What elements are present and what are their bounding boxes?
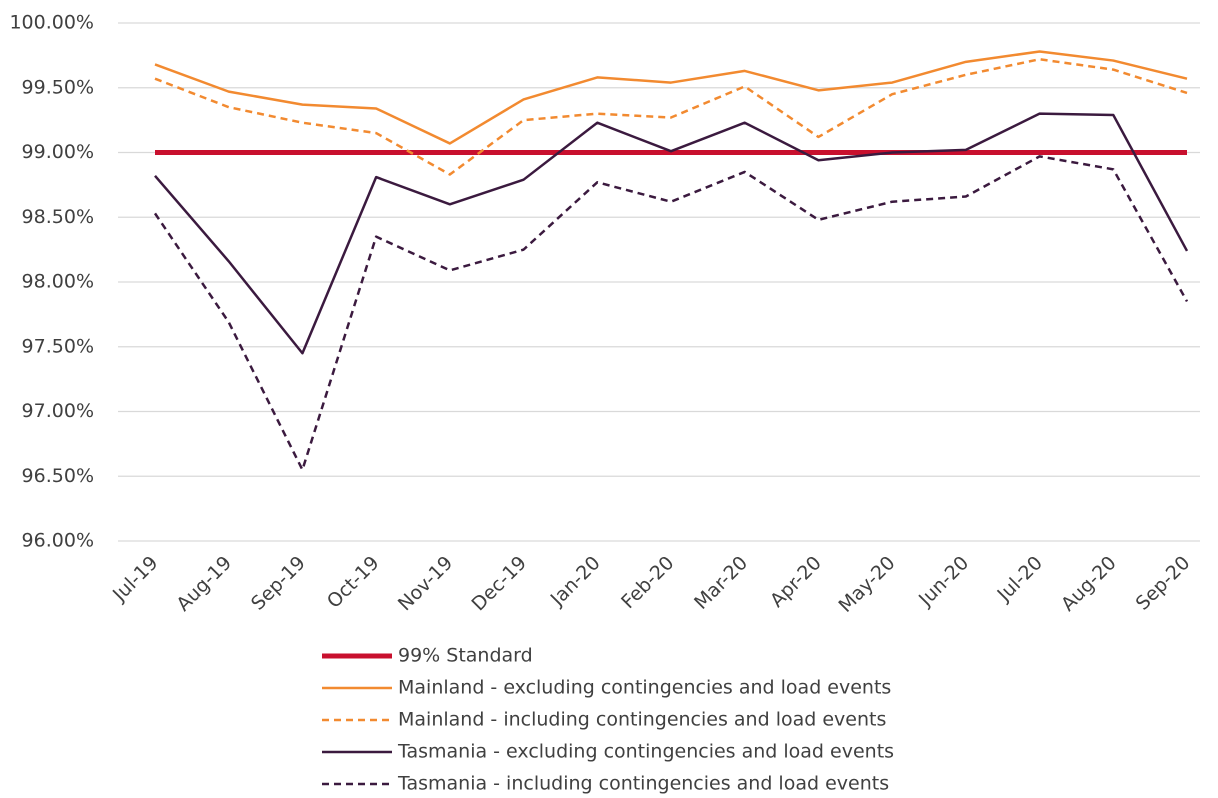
y-tick-label: 97.00% (22, 400, 94, 422)
x-tick-label: Jun-20 (914, 552, 973, 611)
x-tick-label: Aug-19 (172, 552, 236, 616)
x-tick-label: Apr-20 (766, 552, 826, 612)
x-tick-label: Aug-20 (1057, 552, 1121, 616)
y-tick-label: 97.50% (22, 335, 94, 357)
y-tick-label: 100.00% (9, 12, 94, 34)
legend-label: Mainland - including contingencies and l… (398, 709, 886, 731)
x-tick-label: Sep-19 (247, 552, 310, 615)
y-tick-label: 98.00% (22, 271, 94, 293)
x-tick-label: Feb-20 (617, 552, 678, 613)
y-tick-label: 96.50% (22, 465, 94, 487)
x-tick-label: Jul-20 (993, 552, 1047, 606)
y-tick-label: 99.50% (22, 76, 94, 98)
legend-label: Mainland - excluding contingencies and l… (398, 677, 891, 699)
y-tick-label: 98.50% (22, 206, 94, 228)
x-tick-label: Dec-19 (467, 552, 531, 616)
series-line (154, 58, 1188, 176)
x-tick-label: May-20 (835, 552, 900, 617)
legend-label: Tasmania - excluding contingencies and l… (397, 741, 894, 763)
legend-label: Tasmania - including contingencies and l… (397, 773, 889, 795)
series-line (154, 112, 1189, 355)
y-tick-label: 96.00% (22, 530, 94, 552)
x-tick-label: Mar-20 (690, 552, 752, 614)
series-line (154, 50, 1188, 145)
x-tick-label: Oct-19 (323, 552, 384, 613)
x-tick-label: Jan-20 (546, 552, 605, 611)
x-tick-label: Nov-19 (394, 552, 457, 615)
legend-label: 99% Standard (398, 645, 533, 667)
x-tick-label: Sep-20 (1132, 552, 1195, 615)
y-tick-label: 99.00% (22, 141, 94, 163)
series-line (153, 155, 1189, 472)
x-tick-label: Jul-19 (108, 552, 162, 606)
